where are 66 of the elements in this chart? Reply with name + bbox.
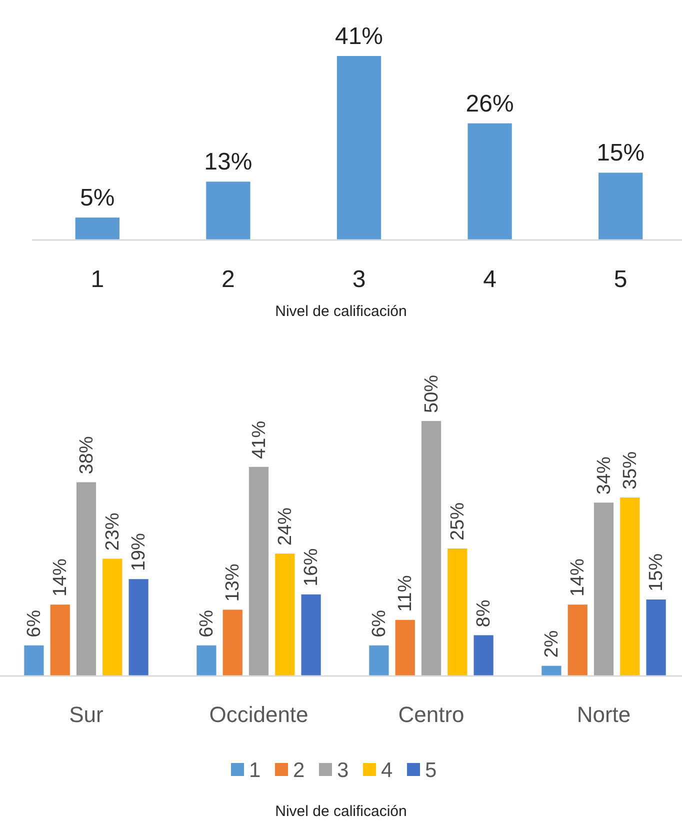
bar xyxy=(474,635,494,676)
bar xyxy=(76,482,96,676)
bar xyxy=(222,610,242,676)
bar xyxy=(395,620,415,676)
bar xyxy=(568,604,588,676)
data-label: 2% xyxy=(541,630,562,658)
bar xyxy=(542,666,562,676)
data-label: 16% xyxy=(301,548,322,586)
data-label: 5% xyxy=(80,184,115,212)
data-label: 50% xyxy=(421,374,442,413)
x-tick-label: 3 xyxy=(352,266,366,293)
legend-label: 2 xyxy=(293,759,305,782)
bar xyxy=(646,600,666,676)
data-label: 13% xyxy=(222,564,244,602)
bar xyxy=(102,558,122,676)
bar xyxy=(128,579,148,676)
bar xyxy=(448,548,468,676)
data-label: 26% xyxy=(466,90,514,118)
data-label: 15% xyxy=(596,140,645,167)
bar xyxy=(421,421,442,676)
data-label: 8% xyxy=(474,600,495,628)
bar xyxy=(336,56,382,240)
data-label: 13% xyxy=(204,148,252,176)
legend-label: 1 xyxy=(249,759,261,782)
data-label: 38% xyxy=(76,436,98,474)
x-tick-label: Sur xyxy=(69,702,104,727)
data-label: 19% xyxy=(128,532,150,572)
legend-label: 4 xyxy=(381,759,393,782)
x-tick-label: 1 xyxy=(90,266,104,293)
bar xyxy=(620,498,640,676)
legend-label: 5 xyxy=(425,759,437,782)
data-label: 23% xyxy=(102,512,124,551)
bar xyxy=(275,554,295,676)
data-label: 25% xyxy=(447,502,468,540)
legend-title: Nivel de calificación xyxy=(275,803,407,820)
data-label: 41% xyxy=(334,23,384,50)
data-label: 6% xyxy=(24,610,45,638)
data-label: 34% xyxy=(594,456,615,495)
data-label: 14% xyxy=(568,558,589,597)
data-label: 15% xyxy=(646,553,668,592)
data-label: 41% xyxy=(248,420,270,459)
x-tick-label: 2 xyxy=(222,266,235,293)
data-label: 14% xyxy=(50,558,72,597)
x-tick-label: Centro xyxy=(398,702,464,727)
x-axis-title: Nivel de calificación xyxy=(275,303,407,320)
bar xyxy=(196,645,216,676)
bar xyxy=(598,172,643,240)
bar xyxy=(248,466,269,676)
data-label: 35% xyxy=(620,451,641,490)
legend-label: 3 xyxy=(337,759,349,782)
bar xyxy=(301,594,321,676)
bar xyxy=(369,645,389,676)
bar xyxy=(468,123,512,240)
bar xyxy=(24,645,44,676)
bar xyxy=(75,218,120,240)
bar xyxy=(50,604,70,676)
data-label: 6% xyxy=(368,610,390,638)
x-tick-label: 4 xyxy=(483,266,496,293)
x-tick-label: Norte xyxy=(576,702,631,727)
x-tick-label: 5 xyxy=(614,266,628,293)
x-tick-label: Occidente xyxy=(209,702,308,727)
bar xyxy=(206,182,250,240)
data-label: 6% xyxy=(196,610,218,638)
data-label: 24% xyxy=(274,507,296,546)
bar xyxy=(594,502,614,676)
data-label: 11% xyxy=(395,575,416,612)
